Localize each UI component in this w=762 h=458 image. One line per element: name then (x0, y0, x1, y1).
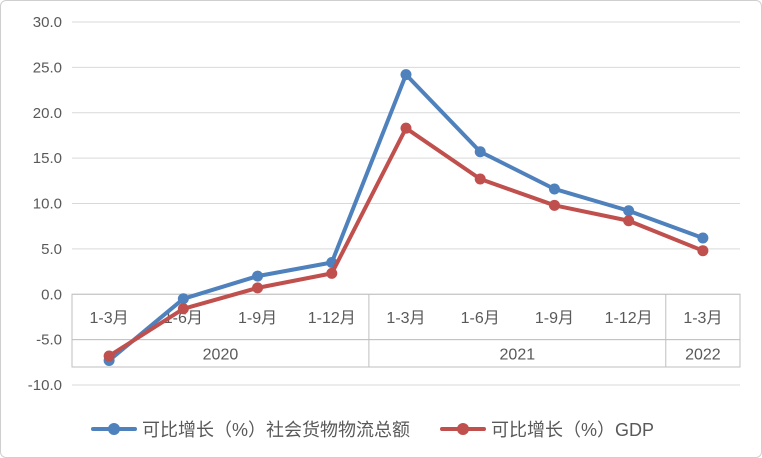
x-axis-year-label: 2021 (500, 346, 536, 363)
y-axis-tick-label: 20.0 (33, 105, 62, 122)
data-point-logistics-1 (177, 293, 189, 305)
x-axis-year-label: 2020 (203, 346, 239, 363)
x-axis-period-label: 1-3月 (386, 310, 425, 327)
data-point-gdp-3 (326, 267, 338, 279)
y-axis-tick-label: 0.0 (41, 286, 62, 303)
data-point-logistics-7 (623, 205, 635, 217)
data-point-gdp-1 (177, 303, 189, 315)
y-axis-tick-label: -5.0 (36, 332, 62, 349)
category-band-border (71, 293, 741, 368)
x-axis-period-label: 1-12月 (308, 310, 356, 327)
legend-entry-logistics: 可比增长（%）社会货物物流总额 (91, 416, 410, 442)
x-axis-period-label: 1-9月 (238, 310, 277, 327)
x-axis-period-label: 1-9月 (535, 310, 574, 327)
y-axis-tick-label: 10.0 (33, 196, 62, 213)
data-point-logistics-6 (548, 183, 560, 195)
chart-legend: 可比增长（%）社会货物物流总额 可比增长（%）GDP (91, 416, 654, 442)
y-axis-tick-label: -10.0 (28, 377, 62, 394)
x-axis-period-label: 1-3月 (90, 310, 129, 327)
legend-swatch-dot (108, 423, 120, 435)
data-point-logistics-5 (474, 146, 486, 158)
data-point-gdp-0 (103, 350, 115, 362)
data-point-gdp-7 (623, 215, 635, 227)
y-axis-tick-label: 25.0 (33, 59, 62, 76)
x-axis-period-label: 1-3月 (683, 310, 722, 327)
data-point-logistics-4 (400, 69, 412, 81)
legend-label-logistics: 可比增长（%）社会货物物流总额 (142, 420, 411, 440)
x-axis-year-label: 2022 (685, 346, 721, 363)
y-axis-tick-label: 30.0 (33, 14, 62, 31)
legend-entry-gdp: 可比增长（%）GDP (440, 416, 654, 442)
data-point-gdp-5 (474, 173, 486, 185)
legend-line-marker-icon (91, 423, 137, 435)
data-point-gdp-2 (252, 282, 264, 294)
data-point-gdp-4 (400, 122, 412, 134)
legend-swatch-dot (457, 423, 470, 435)
data-point-gdp-8 (697, 245, 709, 257)
data-point-gdp-6 (548, 199, 560, 211)
data-point-logistics-8 (697, 232, 709, 244)
legend-line-marker-icon (440, 423, 487, 435)
x-axis-period-label: 1-6月 (461, 310, 500, 327)
x-axis-period-label: 1-12月 (605, 310, 653, 327)
data-point-logistics-2 (252, 270, 264, 282)
y-axis-tick-label: 5.0 (41, 241, 62, 258)
legend-label-gdp: 可比增长（%）GDP (491, 420, 655, 440)
y-axis-tick-label: 15.0 (33, 150, 62, 167)
